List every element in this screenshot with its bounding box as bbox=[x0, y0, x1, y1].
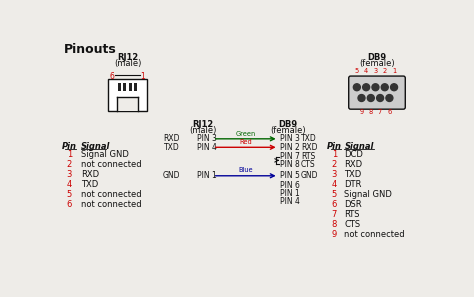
Text: 1: 1 bbox=[67, 150, 72, 159]
Text: 6: 6 bbox=[67, 200, 72, 209]
Text: PIN 1: PIN 1 bbox=[280, 189, 300, 198]
Text: 5: 5 bbox=[67, 190, 72, 199]
Text: DB9: DB9 bbox=[367, 53, 387, 61]
Text: DSR: DSR bbox=[345, 200, 362, 209]
Text: TXD: TXD bbox=[81, 180, 98, 189]
Text: CTS: CTS bbox=[301, 160, 316, 169]
Text: PIN 4: PIN 4 bbox=[197, 143, 217, 152]
Circle shape bbox=[367, 94, 374, 102]
Circle shape bbox=[358, 94, 365, 102]
Text: 2: 2 bbox=[332, 159, 337, 169]
Text: 4: 4 bbox=[364, 68, 368, 74]
Text: (male): (male) bbox=[114, 59, 141, 68]
Text: 1: 1 bbox=[141, 72, 146, 81]
Text: Blue: Blue bbox=[238, 168, 253, 173]
Text: DB9: DB9 bbox=[278, 120, 298, 129]
Text: not connected: not connected bbox=[81, 159, 142, 169]
Text: 8: 8 bbox=[332, 220, 337, 229]
Text: RXD: RXD bbox=[345, 159, 363, 169]
Text: PIN 1: PIN 1 bbox=[197, 171, 217, 180]
Text: RJ12: RJ12 bbox=[117, 53, 138, 61]
Text: (female): (female) bbox=[270, 127, 306, 135]
Text: Signal GND: Signal GND bbox=[345, 190, 392, 199]
Text: Pin: Pin bbox=[62, 142, 77, 151]
Circle shape bbox=[386, 94, 393, 102]
Text: not connected: not connected bbox=[81, 200, 142, 209]
Text: (male): (male) bbox=[189, 127, 216, 135]
Text: RXD: RXD bbox=[301, 143, 318, 152]
Circle shape bbox=[353, 84, 360, 91]
Text: 3: 3 bbox=[67, 170, 72, 178]
Text: 1: 1 bbox=[392, 68, 396, 74]
Text: 4: 4 bbox=[67, 180, 72, 189]
Text: TXD: TXD bbox=[345, 170, 362, 178]
Text: 9: 9 bbox=[359, 109, 364, 115]
Text: PIN 8: PIN 8 bbox=[280, 160, 300, 169]
Bar bbox=[134, 83, 137, 91]
Text: 2: 2 bbox=[383, 68, 387, 74]
Text: 3: 3 bbox=[332, 170, 337, 178]
Text: PIN 5: PIN 5 bbox=[280, 171, 300, 180]
Text: RTS: RTS bbox=[345, 210, 360, 219]
Text: Signal GND: Signal GND bbox=[81, 150, 129, 159]
Text: 5: 5 bbox=[355, 68, 359, 74]
Text: PIN 7: PIN 7 bbox=[280, 152, 300, 161]
Text: PIN 2: PIN 2 bbox=[280, 143, 300, 152]
Bar bbox=[117, 97, 138, 111]
Circle shape bbox=[391, 84, 398, 91]
Text: PIN 3: PIN 3 bbox=[197, 134, 217, 143]
Text: not connected: not connected bbox=[81, 190, 142, 199]
Text: 6: 6 bbox=[387, 109, 392, 115]
Bar bbox=[123, 83, 126, 91]
Text: Green: Green bbox=[236, 130, 256, 137]
Circle shape bbox=[377, 94, 383, 102]
Text: 6: 6 bbox=[332, 200, 337, 209]
Text: DTR: DTR bbox=[345, 180, 362, 189]
Text: Pin: Pin bbox=[327, 142, 342, 151]
Text: Signal: Signal bbox=[345, 142, 374, 151]
Text: CTS: CTS bbox=[345, 220, 361, 229]
Text: Red: Red bbox=[239, 139, 252, 145]
Text: 3: 3 bbox=[374, 68, 377, 74]
Text: not connected: not connected bbox=[345, 230, 405, 239]
Text: PIN 3: PIN 3 bbox=[280, 134, 300, 143]
Text: PIN 6: PIN 6 bbox=[280, 181, 300, 189]
Circle shape bbox=[363, 84, 370, 91]
Text: 1: 1 bbox=[332, 150, 337, 159]
Text: PIN 4: PIN 4 bbox=[280, 198, 300, 206]
Text: GND: GND bbox=[301, 171, 319, 180]
Text: 9: 9 bbox=[332, 230, 337, 239]
Circle shape bbox=[372, 84, 379, 91]
Text: 8: 8 bbox=[369, 109, 373, 115]
Text: RJ12: RJ12 bbox=[192, 120, 213, 129]
Text: (female): (female) bbox=[359, 59, 395, 68]
Text: TXD: TXD bbox=[301, 134, 317, 143]
Bar bbox=[128, 83, 132, 91]
Text: RTS: RTS bbox=[301, 152, 315, 161]
Bar bbox=[118, 83, 121, 91]
Text: DCD: DCD bbox=[345, 150, 364, 159]
Text: RXD: RXD bbox=[81, 170, 99, 178]
FancyBboxPatch shape bbox=[349, 76, 405, 109]
Text: RXD: RXD bbox=[164, 134, 180, 143]
Text: 7: 7 bbox=[378, 109, 382, 115]
Text: TXD: TXD bbox=[164, 143, 180, 152]
Text: GND: GND bbox=[163, 171, 180, 180]
Circle shape bbox=[381, 84, 388, 91]
Text: 6: 6 bbox=[109, 72, 114, 81]
Bar bbox=[108, 79, 147, 111]
Text: Pinouts: Pinouts bbox=[64, 43, 117, 56]
Text: 4: 4 bbox=[332, 180, 337, 189]
Text: Signal: Signal bbox=[81, 142, 110, 151]
Text: 7: 7 bbox=[332, 210, 337, 219]
Text: 5: 5 bbox=[332, 190, 337, 199]
Text: 2: 2 bbox=[67, 159, 72, 169]
